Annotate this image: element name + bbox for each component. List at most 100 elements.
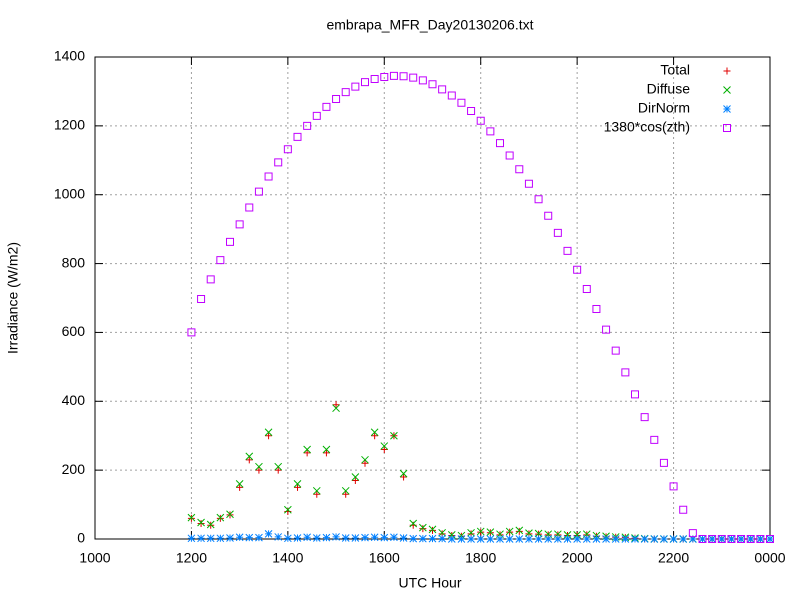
point [235, 480, 244, 488]
point [467, 107, 476, 116]
y-tick-label: 200 [62, 461, 86, 477]
point [505, 535, 514, 543]
point [688, 529, 697, 538]
point [361, 459, 369, 467]
point [351, 476, 359, 484]
point [505, 527, 514, 536]
y-axis-label: Irradiance (W/m2) [5, 242, 21, 354]
point [698, 535, 707, 543]
x-tick-label: 1400 [272, 550, 303, 566]
point [621, 535, 630, 543]
point [418, 76, 427, 85]
point [264, 529, 273, 538]
point [515, 535, 524, 543]
point [467, 528, 475, 537]
point [525, 535, 533, 543]
point [390, 533, 398, 542]
point [496, 535, 504, 543]
point [611, 535, 620, 543]
point [341, 534, 350, 542]
point [592, 535, 601, 543]
point [717, 535, 726, 543]
point [409, 73, 418, 82]
point [255, 533, 263, 542]
point [457, 535, 466, 543]
point [245, 533, 254, 542]
point [409, 519, 418, 528]
point [496, 139, 504, 148]
point [322, 102, 331, 111]
point [659, 458, 668, 467]
point [274, 466, 282, 474]
point [438, 85, 447, 94]
point [235, 533, 244, 542]
point [303, 121, 312, 130]
point [611, 346, 620, 355]
point [631, 535, 639, 543]
point [428, 80, 437, 89]
point [573, 535, 581, 543]
point [621, 368, 630, 377]
point [650, 435, 659, 444]
x-tick-label: 1600 [369, 550, 400, 566]
legend-label: 1380*cos(zth) [604, 119, 690, 135]
point [524, 179, 533, 188]
x-tick-label: 2000 [562, 550, 593, 566]
point [370, 75, 379, 84]
point [534, 529, 543, 538]
point [206, 534, 215, 543]
point [380, 445, 388, 453]
point [389, 71, 398, 80]
point [264, 428, 273, 437]
point [226, 510, 234, 519]
legend-marker [723, 124, 731, 132]
point [409, 534, 418, 543]
point [689, 535, 697, 543]
point [312, 111, 321, 120]
point [197, 520, 205, 528]
point [515, 526, 524, 535]
point [486, 127, 495, 136]
point [438, 534, 446, 543]
point [390, 431, 398, 440]
legend-label: Diffuse [647, 81, 691, 97]
point [313, 490, 321, 498]
point [274, 462, 283, 471]
point [486, 535, 495, 543]
point [544, 211, 553, 220]
point [293, 132, 302, 141]
point [303, 449, 311, 457]
point [187, 534, 196, 543]
point [602, 535, 610, 543]
point [216, 534, 225, 543]
legend-marker [723, 105, 731, 113]
point [351, 82, 360, 91]
point [284, 505, 292, 514]
point [341, 486, 350, 495]
point [737, 535, 746, 543]
point [640, 535, 649, 543]
point [505, 151, 514, 160]
point [515, 165, 524, 174]
x-tick-label: 1800 [465, 550, 496, 566]
point [361, 533, 369, 542]
point [293, 534, 302, 542]
point [254, 187, 263, 196]
point [708, 535, 717, 543]
point [351, 534, 360, 542]
point [534, 535, 543, 543]
y-tick-label: 400 [62, 392, 86, 408]
x-axis-label: UTC Hour [398, 575, 461, 591]
point [293, 480, 302, 488]
y-tick-label: 800 [62, 254, 86, 270]
point [476, 527, 485, 536]
point [284, 534, 292, 543]
point [303, 533, 311, 542]
point [419, 523, 427, 532]
point [235, 220, 244, 229]
point [399, 72, 408, 81]
point [429, 526, 436, 534]
y-tick-label: 1400 [54, 48, 85, 64]
point [419, 534, 427, 543]
